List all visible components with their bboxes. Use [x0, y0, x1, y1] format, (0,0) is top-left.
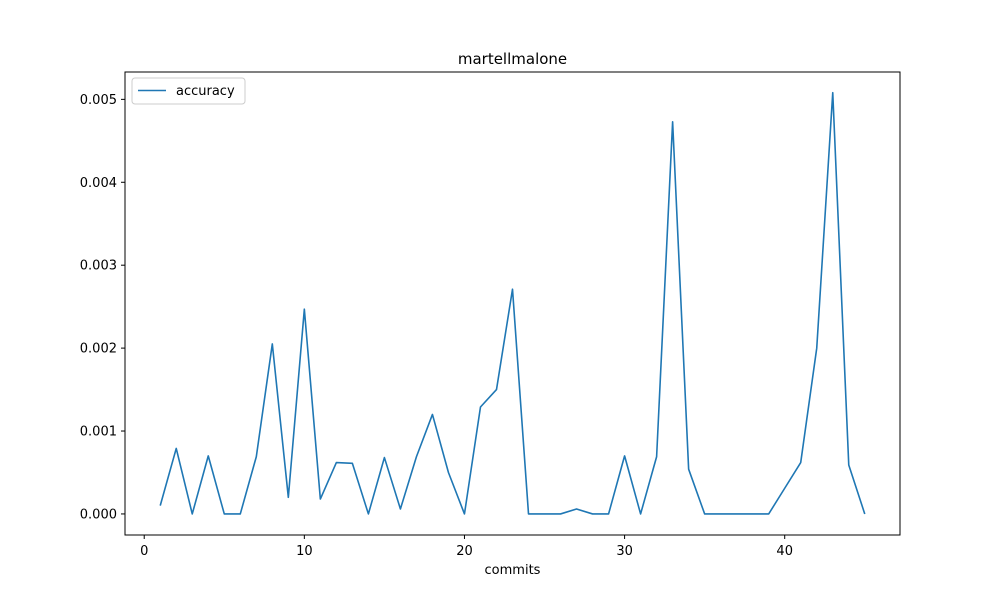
legend-label: accuracy: [176, 84, 235, 99]
series-layer: [159, 91, 866, 515]
series-line-accuracy: [159, 91, 866, 515]
chart-title: martellmalone: [458, 50, 567, 68]
legend: accuracy: [131, 77, 246, 105]
y-axis-ticks: 0.000 0.001 0.002 0.003 0.004 0.005: [80, 93, 125, 522]
x-axis-ticks: 0 10 20 30 40: [140, 535, 793, 559]
plot-frame: [124, 71, 901, 536]
y-tick-label: 0.001: [80, 425, 117, 440]
y-tick-label: 0.002: [80, 342, 117, 357]
x-tick-label: 30: [616, 544, 633, 559]
y-tick-label: 0.000: [80, 507, 117, 522]
y-tick-label: 0.005: [80, 93, 117, 108]
y-tick-label: 0.003: [80, 259, 117, 274]
x-tick-label: 0: [140, 544, 148, 559]
plot-area: [125, 72, 900, 535]
x-tick-label: 20: [456, 544, 473, 559]
x-tick-label: 10: [296, 544, 313, 559]
y-tick-label: 0.004: [80, 176, 117, 191]
x-tick-label: 40: [776, 544, 793, 559]
x-axis-label: commits: [485, 563, 541, 578]
legend-box: [131, 77, 246, 105]
